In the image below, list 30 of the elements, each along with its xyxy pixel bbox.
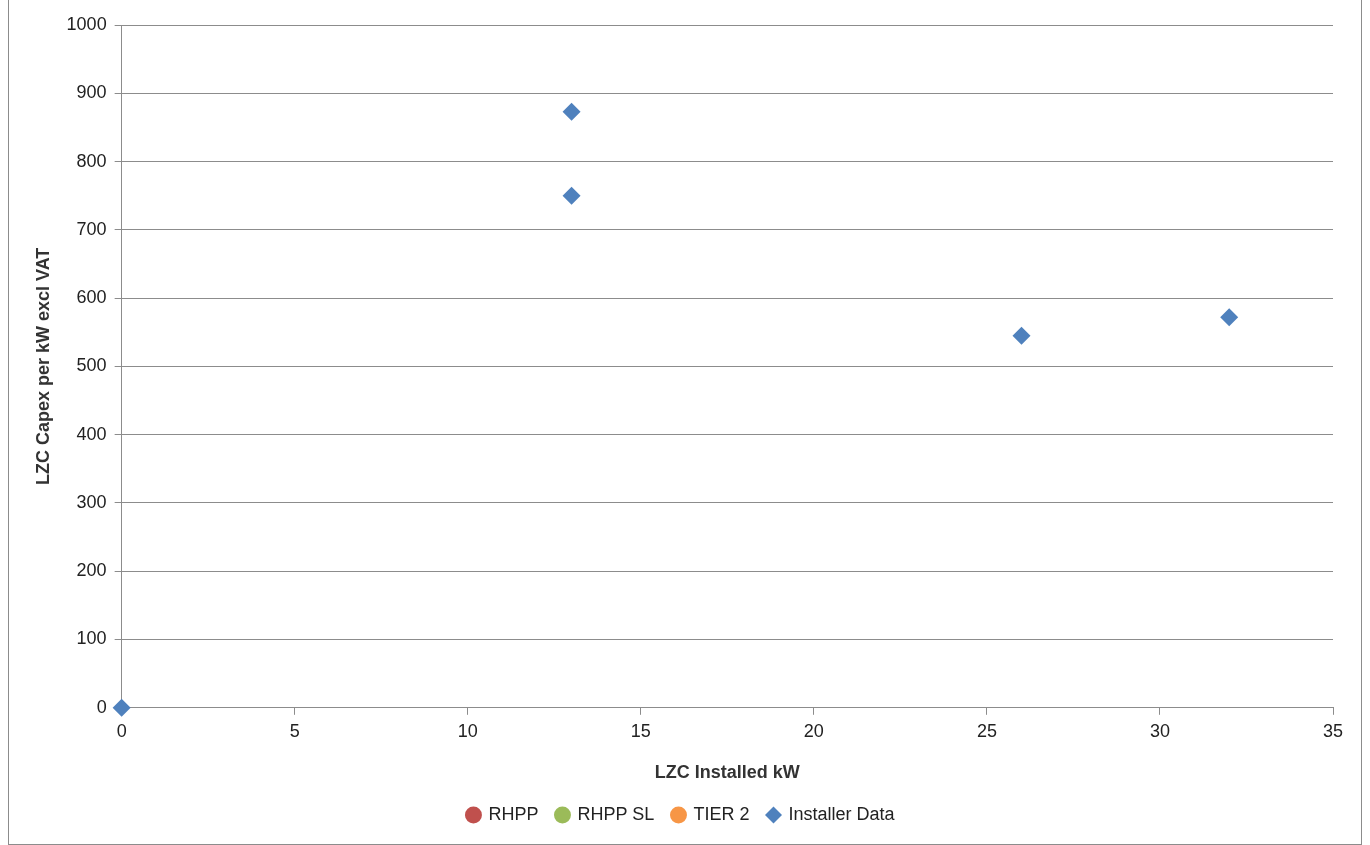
- x-tick-label: 0: [116, 720, 127, 741]
- x-axis-title: LZC Installed kW: [654, 762, 800, 783]
- legend-label: Installer Data: [788, 803, 896, 824]
- legend-label: TIER 2: [693, 803, 750, 824]
- y-tick-label: 600: [76, 287, 107, 308]
- point: [562, 186, 581, 205]
- y-tick-label: 200: [76, 560, 107, 581]
- legend-label: RHPP SL: [577, 803, 655, 824]
- point: [1220, 308, 1239, 327]
- point: [562, 102, 581, 121]
- y-tick-label: 500: [76, 355, 107, 376]
- y-tick-label: 0: [96, 696, 107, 717]
- legend-label: RHPP: [488, 803, 539, 824]
- y-tick-label: 800: [76, 150, 107, 171]
- y-tick-label: 900: [76, 82, 107, 103]
- y-tick-label: 1000: [66, 13, 107, 34]
- x-tick-label: 5: [289, 720, 300, 741]
- y-tick-label: 300: [76, 491, 107, 512]
- x-tick-label: 30: [1149, 720, 1170, 741]
- point: [1012, 326, 1031, 345]
- x-tick-label: 10: [457, 720, 478, 741]
- y-axis-title: LZC Capex per kW excl VAT: [32, 247, 53, 486]
- x-tick-label: 20: [803, 720, 824, 741]
- point: [112, 698, 131, 717]
- x-tick-label: 35: [1322, 720, 1344, 741]
- y-tick-label: 700: [76, 218, 107, 239]
- x-tick-label: 25: [976, 720, 997, 741]
- x-tick-label: 15: [630, 720, 651, 741]
- y-tick-label: 100: [76, 628, 107, 649]
- y-tick-label: 400: [76, 423, 107, 444]
